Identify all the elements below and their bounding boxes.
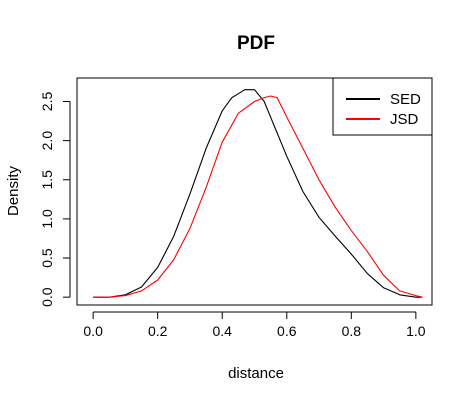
series-line-jsd: [93, 95, 423, 298]
x-axis-label: distance: [228, 365, 284, 382]
legend-box: [332, 77, 433, 136]
y-axis-label: Density: [5, 165, 22, 216]
series-layer: [93, 89, 423, 298]
legend-label-sed: SED: [390, 91, 421, 108]
x-tick-label: 0.6: [277, 323, 297, 339]
series-line-sed: [93, 89, 423, 298]
legend-label-jsd: JSD: [390, 111, 419, 128]
y-tick-label: 2.0: [39, 131, 55, 151]
y-tick-label: 0.5: [39, 248, 55, 268]
x-tick-label: 0.0: [83, 323, 103, 339]
x-tick-label: 0.4: [212, 323, 232, 339]
y-axis: 0.0 0.5 1.0 1.5 2.0 2.5: [39, 92, 71, 307]
x-tick-label: 0.8: [342, 323, 362, 339]
legend: SED JSD: [332, 77, 433, 136]
y-tick-label: 1.5: [39, 170, 55, 190]
x-axis: 0.0 0.2 0.4 0.6 0.8 1.0: [83, 311, 426, 339]
x-tick-label: 1.0: [406, 323, 426, 339]
y-tick-label: 0.0: [39, 287, 55, 307]
y-tick-label: 1.0: [39, 209, 55, 229]
chart-title: PDF: [237, 33, 275, 54]
plot-frame: [76, 77, 433, 306]
x-tick-label: 0.2: [148, 323, 168, 339]
y-tick-label: 2.5: [39, 92, 55, 112]
